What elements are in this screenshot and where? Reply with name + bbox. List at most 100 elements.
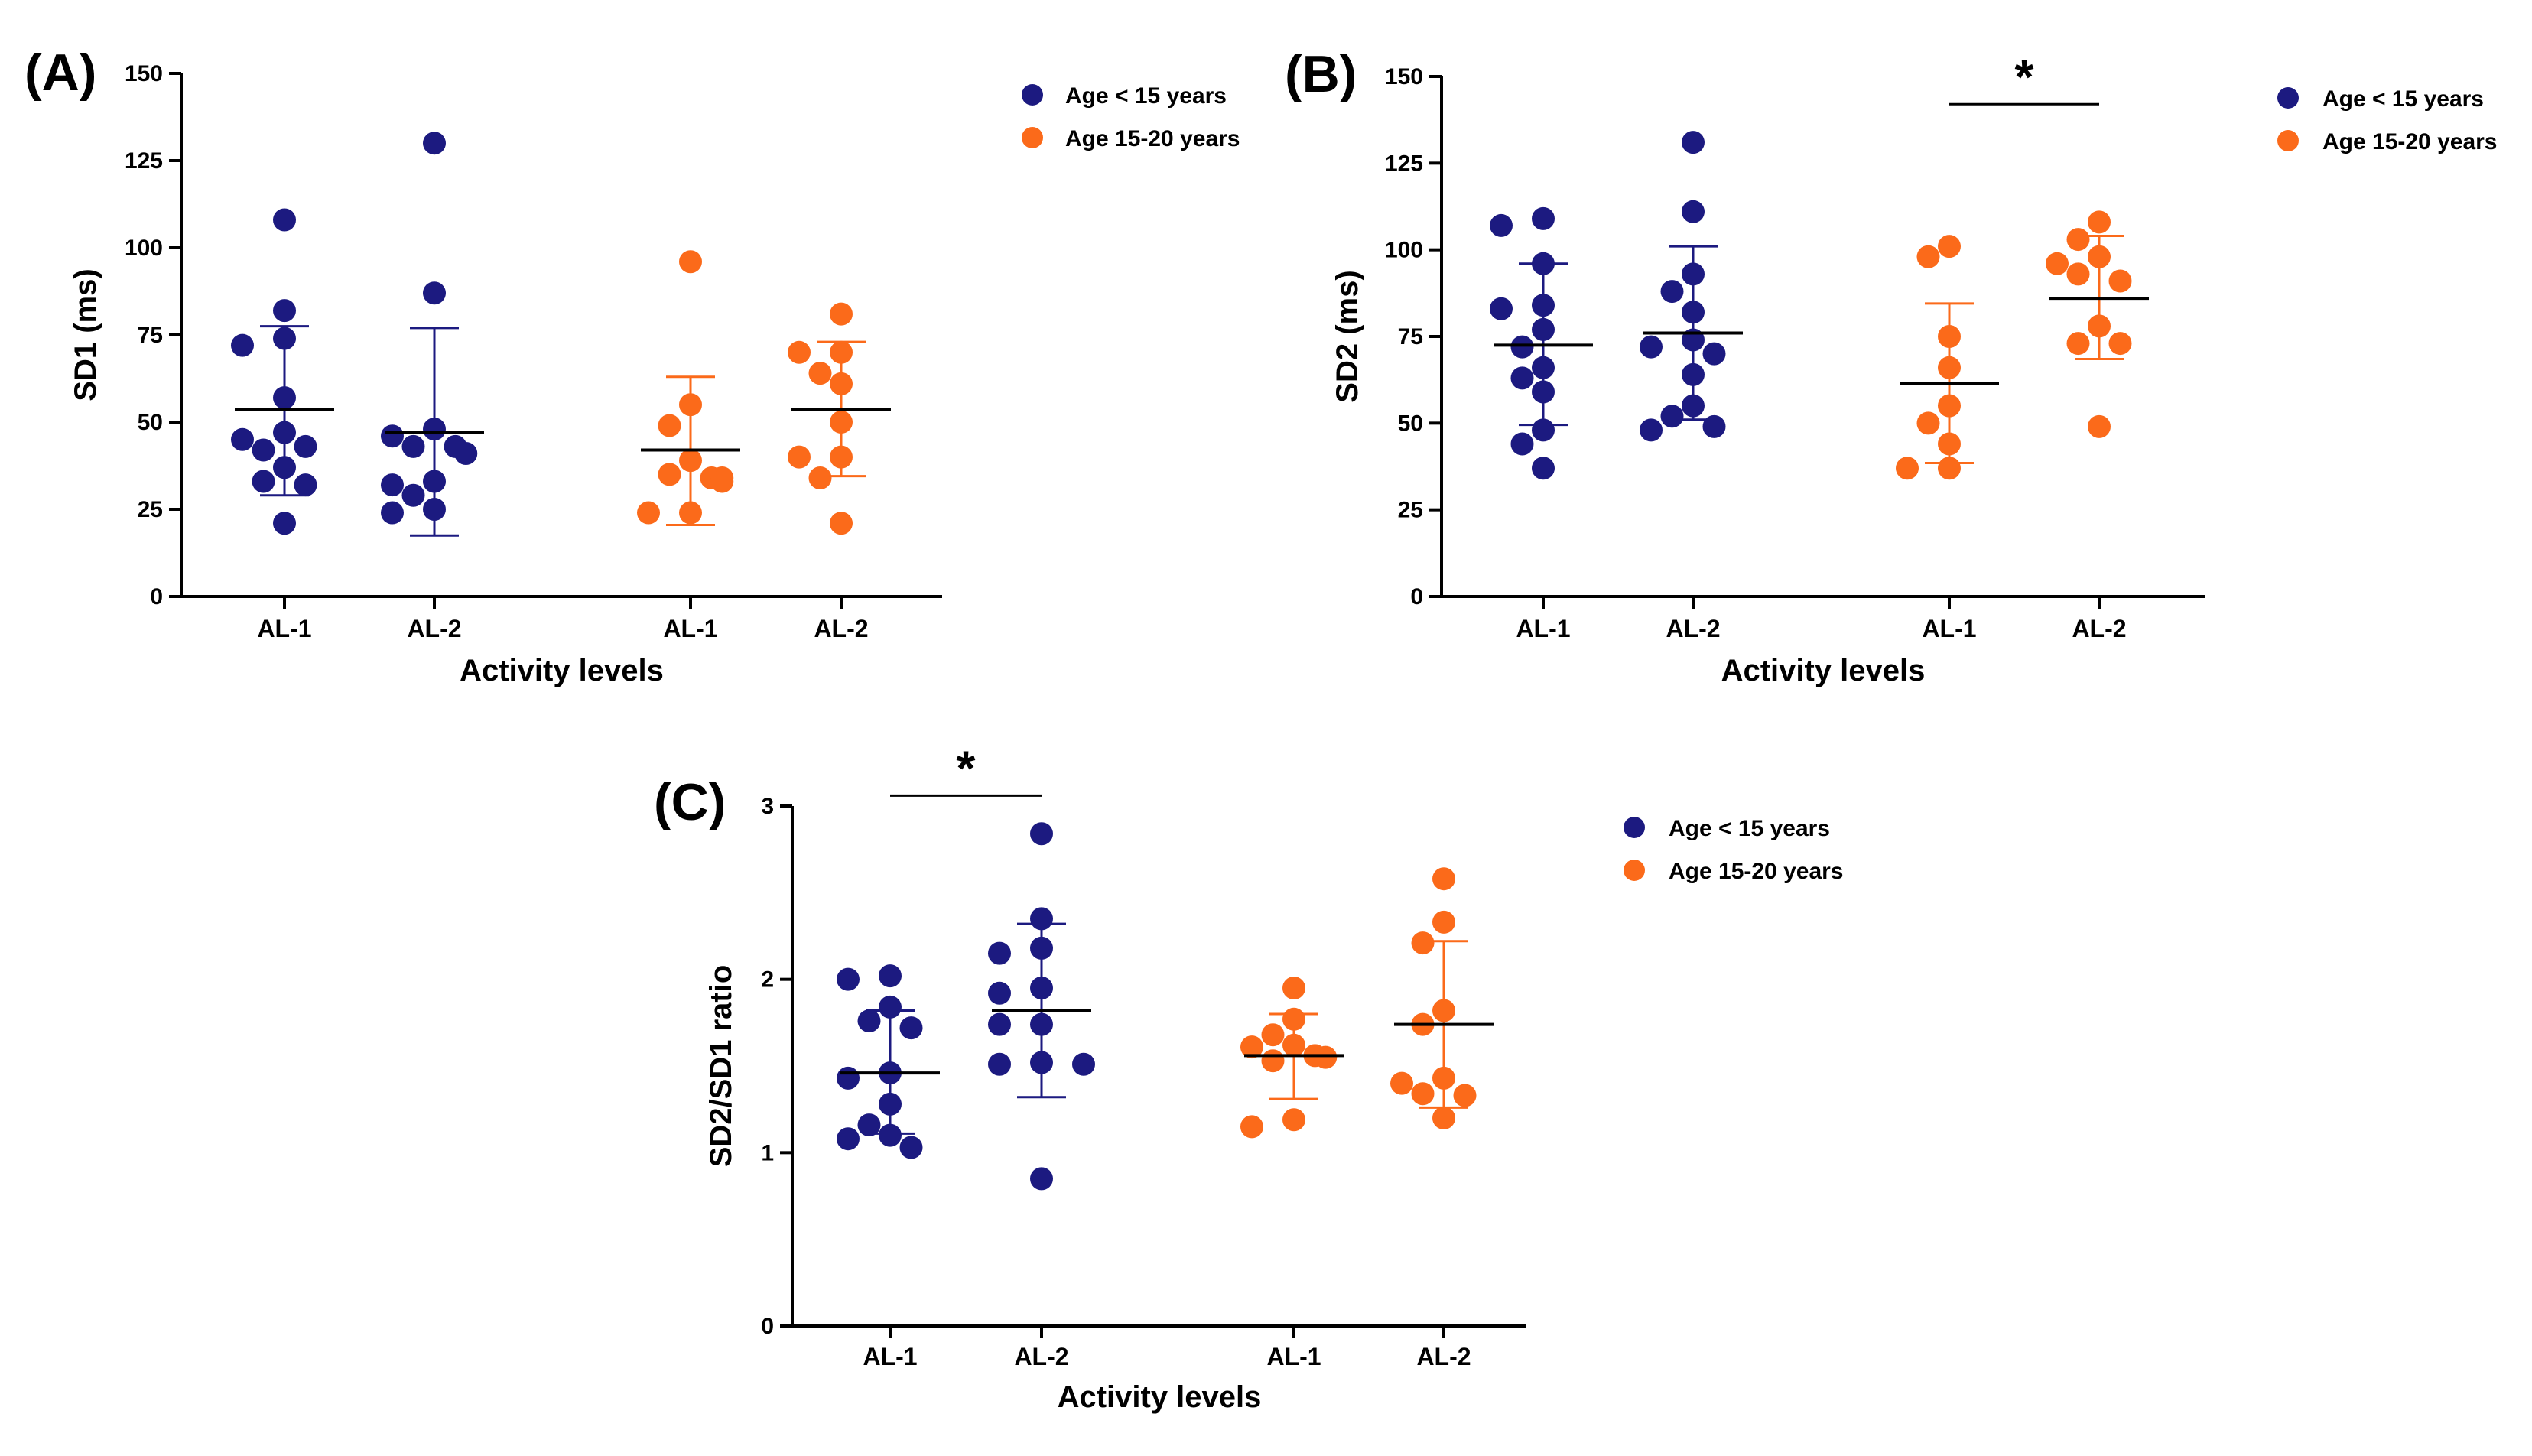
data-point — [1432, 1107, 1455, 1129]
data-point — [679, 250, 702, 274]
panel-label: (C) — [654, 773, 726, 831]
data-point — [988, 981, 1011, 1005]
y-tick-label: 150 — [1385, 64, 1423, 89]
data-point — [830, 512, 853, 535]
y-tick-label: 25 — [138, 497, 163, 522]
data-point — [1532, 206, 1555, 230]
group-4: AL-2 — [788, 302, 891, 642]
data-point — [1938, 235, 1961, 258]
panel-B: (B) 0 25 50 75 100 125 150 SD2 (ms) Activity leve… — [1285, 45, 2498, 687]
y-tick-label: 150 — [125, 61, 163, 86]
significance-star: * — [2015, 49, 2034, 104]
data-point — [1702, 342, 1726, 366]
data-point — [1640, 335, 1663, 359]
data-point — [2108, 269, 2132, 293]
data-point — [988, 1012, 1011, 1036]
data-point — [879, 995, 902, 1019]
data-point — [2066, 332, 2090, 356]
data-point — [2066, 262, 2090, 286]
legend: Age < 15 years Age 15-20 years — [2277, 86, 2498, 154]
y-tick-label: 0 — [1410, 584, 1423, 609]
y-tick-label: 1 — [761, 1140, 774, 1165]
data-point — [1660, 405, 1684, 428]
data-point — [273, 299, 296, 323]
data-point — [1916, 245, 1940, 268]
y-tick-label: 0 — [150, 584, 163, 609]
x-axis-title: Activity levels — [460, 654, 664, 687]
data-point — [1411, 1082, 1435, 1106]
data-point — [837, 1127, 860, 1151]
group-1: AL-1 — [231, 208, 334, 642]
data-point — [2108, 332, 2132, 356]
legend-label-1: Age < 15 years — [1669, 816, 1830, 841]
data-point — [1510, 432, 1534, 456]
group-2: AL-2 — [988, 822, 1095, 1370]
legend-marker-1 — [1022, 84, 1043, 106]
y-tick-label: 25 — [1398, 498, 1423, 523]
data-point — [808, 466, 832, 489]
x-tick-label: AL-2 — [2072, 615, 2126, 642]
group-3: AL-1 — [1240, 977, 1344, 1370]
data-point — [879, 1123, 902, 1147]
data-point — [899, 1016, 923, 1040]
data-point — [637, 501, 660, 525]
data-point — [658, 414, 681, 437]
x-tick-label: AL-1 — [257, 615, 311, 642]
data-point — [1453, 1084, 1477, 1107]
legend-label-1: Age < 15 years — [2322, 86, 2484, 112]
data-point — [1532, 457, 1555, 480]
data-point — [252, 470, 275, 493]
legend-marker-1 — [1624, 817, 1645, 838]
x-tick-label: AL-1 — [1516, 615, 1570, 642]
legend: Age < 15 years Age 15-20 years — [1624, 816, 1844, 884]
data-point — [2046, 252, 2069, 275]
x-tick-label: AL-1 — [1922, 615, 1976, 642]
data-point — [1261, 1023, 1285, 1047]
data-point — [1390, 1071, 1413, 1095]
x-tick-label: AL-2 — [1014, 1343, 1068, 1370]
data-point — [231, 427, 254, 451]
x-axis-title: Activity levels — [1721, 654, 1926, 687]
data-point — [2066, 228, 2090, 252]
data-point — [988, 1052, 1011, 1076]
data-point — [1314, 1045, 1338, 1069]
x-tick-label: AL-2 — [814, 615, 868, 642]
data-point — [1490, 213, 1513, 237]
data-point — [1072, 1052, 1095, 1076]
legend-marker-1 — [2277, 87, 2299, 109]
group-4: AL-2 — [1390, 867, 1494, 1370]
group-4: AL-2 — [2046, 210, 2149, 642]
y-axis-title: SD2/SD1 ratio — [704, 965, 738, 1168]
legend-marker-2 — [1022, 127, 1043, 148]
data-point — [658, 463, 681, 486]
data-point — [294, 434, 317, 458]
data-point — [710, 470, 734, 493]
x-tick-label: AL-1 — [863, 1343, 917, 1370]
data-point — [1261, 1049, 1285, 1073]
data-point — [1030, 1167, 1053, 1191]
data-point — [2088, 414, 2111, 438]
data-point — [879, 964, 902, 988]
group-3: AL-1 — [1896, 235, 1999, 642]
data-point — [857, 1009, 881, 1033]
data-point — [2088, 210, 2111, 234]
x-tick-label: AL-1 — [663, 615, 717, 642]
data-point — [273, 208, 296, 232]
data-point — [1916, 411, 1940, 435]
legend-label-2: Age 15-20 years — [1669, 859, 1844, 884]
x-tick-label: AL-1 — [1266, 1343, 1321, 1370]
y-tick-label: 125 — [1385, 151, 1423, 176]
data-point — [857, 1113, 881, 1137]
y-tick-label: 50 — [1398, 411, 1423, 436]
data-point — [1896, 457, 1919, 480]
data-point — [1510, 335, 1534, 359]
significance-star: * — [957, 740, 976, 795]
panel-A: (A) 0 25 50 75 100 125 150 SD1 (ms) Activity leve… — [24, 44, 1240, 687]
data-point — [830, 302, 853, 326]
legend: Age < 15 years Age 15-20 years — [1022, 83, 1240, 151]
data-point — [401, 434, 425, 458]
group-1: AL-1 — [1490, 206, 1593, 642]
y-tick-label: 2 — [761, 967, 774, 993]
